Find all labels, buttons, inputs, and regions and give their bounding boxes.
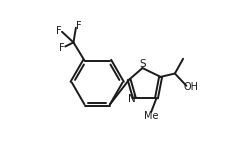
- Text: Me: Me: [144, 111, 158, 121]
- Text: F: F: [59, 43, 64, 53]
- Text: F: F: [56, 26, 61, 36]
- Text: N: N: [128, 94, 135, 104]
- Text: S: S: [139, 59, 146, 69]
- Text: OH: OH: [184, 82, 198, 92]
- Text: F: F: [76, 21, 81, 31]
